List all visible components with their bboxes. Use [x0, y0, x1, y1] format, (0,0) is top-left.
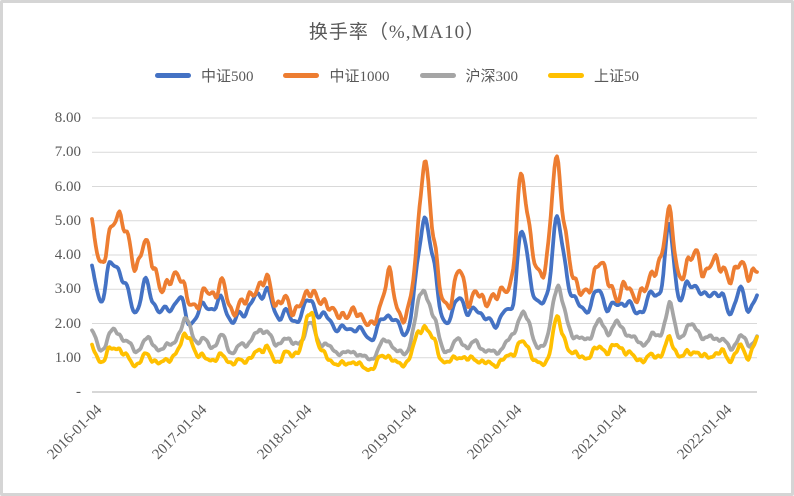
chart-title: 换手率（%,MA10） — [308, 22, 486, 43]
y-tick-label: 1.00 — [54, 349, 81, 366]
series-line-2 — [90, 283, 759, 362]
legend-item-csi1000: 中证1000 — [283, 65, 390, 86]
series-line-0 — [90, 214, 759, 343]
y-tick-label: 5.00 — [54, 212, 81, 229]
legend-swatch-csi500 — [154, 73, 191, 78]
y-tick-label: 8.00 — [54, 110, 81, 126]
legend-label-csi500: 中证500 — [200, 69, 254, 85]
legend-item-sse50: 上证50 — [548, 65, 639, 86]
series-line-1 — [90, 154, 759, 328]
legend-swatch-sse50 — [548, 73, 585, 78]
legend: 中证500 中证1000 沪深300 上证50 — [3, 65, 791, 86]
y-tick-label: - — [76, 384, 81, 400]
legend-label-sse50: 上证50 — [594, 69, 640, 85]
plot-area — [90, 117, 759, 393]
legend-swatch-hs300 — [419, 73, 456, 78]
y-tick-label: 2.00 — [54, 315, 81, 332]
legend-label-hs300: 沪深300 — [465, 69, 519, 85]
y-tick-label: 6.00 — [54, 178, 81, 195]
y-tick-label: 3.00 — [54, 281, 81, 298]
legend-swatch-csi1000 — [283, 73, 320, 78]
legend-item-csi500: 中证500 — [154, 65, 254, 86]
legend-item-hs300: 沪深300 — [419, 65, 519, 86]
y-tick-label: 4.00 — [54, 247, 81, 263]
y-tick-label: 7.00 — [54, 144, 81, 161]
series-line-3 — [90, 310, 759, 373]
legend-label-csi1000: 中证1000 — [329, 69, 390, 85]
